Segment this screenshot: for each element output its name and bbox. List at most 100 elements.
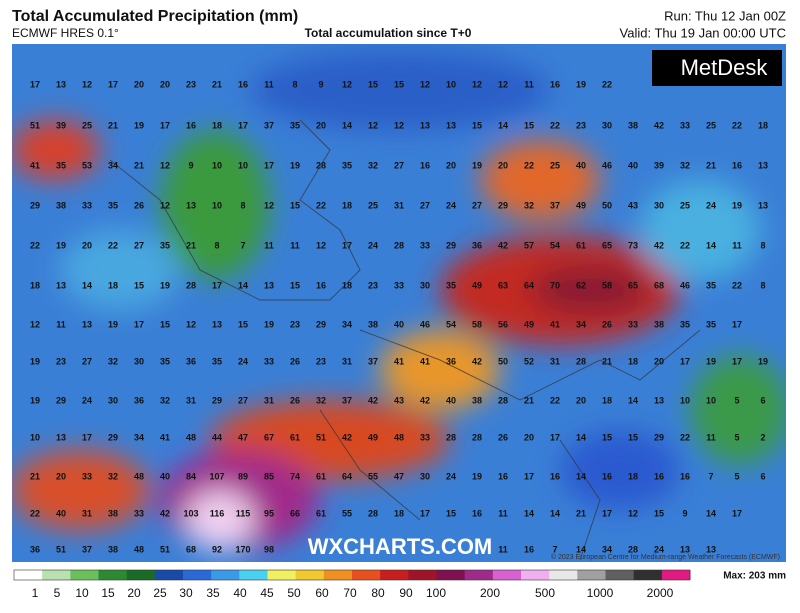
legend-swatch bbox=[239, 570, 268, 580]
grid-value: 34 bbox=[602, 544, 612, 554]
grid-value: 15 bbox=[524, 120, 534, 130]
legend-swatch bbox=[633, 570, 663, 580]
legend-label: 2000 bbox=[647, 586, 674, 600]
grid-value: 23 bbox=[316, 356, 326, 366]
grid-value: 107 bbox=[209, 471, 224, 481]
grid-value: 32 bbox=[368, 160, 378, 170]
grid-value: 49 bbox=[576, 200, 586, 210]
grid-value: 17 bbox=[82, 432, 92, 442]
grid-value: 13 bbox=[264, 280, 274, 290]
grid-value: 14 bbox=[238, 280, 248, 290]
grid-value: 15 bbox=[394, 79, 404, 89]
grid-value: 18 bbox=[342, 280, 352, 290]
grid-value: 5 bbox=[734, 395, 739, 405]
grid-value: 43 bbox=[628, 200, 638, 210]
grid-value: 14 bbox=[82, 280, 92, 290]
grid-value: 29 bbox=[446, 240, 456, 250]
grid-value: 61 bbox=[316, 471, 326, 481]
legend-label: 70 bbox=[343, 586, 357, 600]
legend-label: 80 bbox=[371, 586, 385, 600]
grid-value: 18 bbox=[108, 280, 118, 290]
grid-value: 22 bbox=[550, 120, 560, 130]
legend-label: 50 bbox=[287, 586, 301, 600]
grid-value: 13 bbox=[706, 544, 716, 554]
grid-value: 50 bbox=[602, 200, 612, 210]
grid-value: 8 bbox=[760, 280, 765, 290]
grid-value: 10 bbox=[238, 160, 248, 170]
grid-value: 31 bbox=[342, 356, 352, 366]
grid-value: 7 bbox=[552, 544, 557, 554]
grid-value: 17 bbox=[732, 356, 742, 366]
grid-value: 16 bbox=[550, 79, 560, 89]
grid-value: 32 bbox=[316, 395, 326, 405]
grid-value: 18 bbox=[30, 280, 40, 290]
grid-value: 16 bbox=[238, 79, 248, 89]
grid-value: 13 bbox=[446, 120, 456, 130]
grid-value: 19 bbox=[108, 319, 118, 329]
grid-value: 15 bbox=[368, 79, 378, 89]
grid-value: 13 bbox=[758, 160, 768, 170]
grid-value: 84 bbox=[186, 471, 196, 481]
grid-value: 22 bbox=[30, 240, 40, 250]
grid-value: 37 bbox=[368, 356, 378, 366]
grid-value: 29 bbox=[654, 432, 664, 442]
map-field bbox=[12, 44, 786, 562]
grid-value: 7 bbox=[708, 471, 713, 481]
grid-value: 14 bbox=[576, 471, 586, 481]
grid-value: 18 bbox=[602, 395, 612, 405]
grid-value: 55 bbox=[342, 508, 352, 518]
grid-value: 12 bbox=[394, 120, 404, 130]
grid-value: 13 bbox=[82, 319, 92, 329]
grid-value: 51 bbox=[160, 544, 170, 554]
grid-value: 12 bbox=[498, 79, 508, 89]
grid-value: 21 bbox=[186, 240, 196, 250]
grid-value: 103 bbox=[183, 508, 198, 518]
grid-value: 37 bbox=[550, 200, 560, 210]
grid-value: 23 bbox=[186, 79, 196, 89]
grid-value: 38 bbox=[56, 200, 66, 210]
grid-value: 28 bbox=[394, 240, 404, 250]
grid-value: 36 bbox=[30, 544, 40, 554]
grid-value: 20 bbox=[134, 79, 144, 89]
grid-value: 15 bbox=[290, 200, 300, 210]
copyright: © 2023 European Centre for Medium-range … bbox=[551, 553, 780, 561]
grid-value: 17 bbox=[524, 471, 534, 481]
grid-value: 19 bbox=[732, 200, 742, 210]
grid-value: 6 bbox=[760, 471, 765, 481]
grid-value: 115 bbox=[236, 508, 251, 518]
grid-value: 74 bbox=[290, 471, 300, 481]
grid-value: 22 bbox=[680, 432, 690, 442]
grid-value: 41 bbox=[420, 356, 430, 366]
legend-swatch bbox=[267, 570, 297, 580]
grid-value: 36 bbox=[472, 240, 482, 250]
grid-value: 15 bbox=[238, 319, 248, 329]
legend-label: 20 bbox=[127, 586, 141, 600]
legend-label: 60 bbox=[315, 586, 329, 600]
grid-value: 33 bbox=[680, 120, 690, 130]
grid-value: 18 bbox=[342, 200, 352, 210]
grid-value: 29 bbox=[108, 432, 118, 442]
grid-value: 36 bbox=[186, 356, 196, 366]
grid-value: 24 bbox=[654, 544, 664, 554]
grid-value: 68 bbox=[654, 280, 664, 290]
grid-value: 22 bbox=[732, 280, 742, 290]
grid-value: 68 bbox=[186, 544, 196, 554]
grid-value: 14 bbox=[342, 120, 352, 130]
grid-value: 18 bbox=[212, 120, 222, 130]
grid-value: 16 bbox=[602, 471, 612, 481]
grid-value: 24 bbox=[446, 471, 456, 481]
grid-value: 35 bbox=[160, 240, 170, 250]
grid-value: 8 bbox=[292, 79, 297, 89]
legend-swatch bbox=[492, 570, 522, 580]
grid-value: 13 bbox=[56, 432, 66, 442]
grid-value: 36 bbox=[134, 395, 144, 405]
legend-label: 5 bbox=[54, 586, 61, 600]
grid-value: 29 bbox=[212, 395, 222, 405]
grid-value: 40 bbox=[56, 508, 66, 518]
grid-value: 61 bbox=[290, 432, 300, 442]
grid-value: 29 bbox=[498, 200, 508, 210]
grid-value: 41 bbox=[160, 432, 170, 442]
grid-value: 34 bbox=[108, 160, 118, 170]
grid-value: 21 bbox=[576, 508, 586, 518]
